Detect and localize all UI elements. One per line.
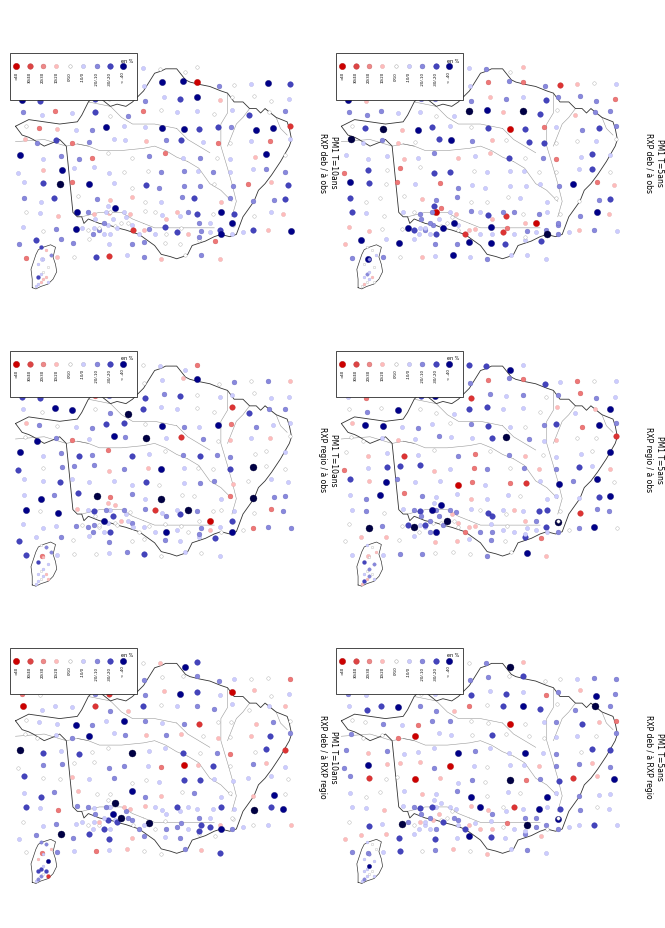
Text: 30/40: 30/40	[354, 368, 358, 380]
Text: -30/-20: -30/-20	[434, 71, 438, 86]
Text: 20/30: 20/30	[41, 71, 45, 84]
Text: -20/-10: -20/-10	[94, 368, 98, 383]
Text: >40: >40	[15, 368, 19, 377]
Text: en %: en %	[122, 355, 134, 361]
Text: -10/0: -10/0	[81, 368, 85, 379]
Bar	[336, 649, 463, 694]
Bar	[10, 649, 137, 694]
Text: PM1 T=5ans
RXP deb / à RXP regio: PM1 T=5ans RXP deb / à RXP regio	[644, 715, 664, 798]
Text: < -40: < -40	[122, 368, 126, 380]
Text: -20/-10: -20/-10	[420, 71, 424, 86]
Bar	[336, 352, 463, 397]
Bar	[336, 55, 463, 100]
Text: 0/10: 0/10	[394, 665, 398, 675]
Text: PM1 T=10ans
RXP deb / à RXP regio: PM1 T=10ans RXP deb / à RXP regio	[319, 715, 338, 798]
Text: -20/-10: -20/-10	[420, 665, 424, 680]
Text: -30/-20: -30/-20	[108, 71, 112, 86]
Text: -20/-10: -20/-10	[94, 665, 98, 680]
Text: PM1 T=10ans
RXP deb / à obs: PM1 T=10ans RXP deb / à obs	[319, 133, 338, 192]
Text: < -40: < -40	[448, 665, 452, 677]
Text: -30/-20: -30/-20	[108, 368, 112, 383]
Text: en %: en %	[448, 652, 460, 658]
Text: 20/30: 20/30	[367, 71, 371, 84]
Text: >40: >40	[15, 665, 19, 674]
Text: en %: en %	[122, 58, 134, 64]
Text: 10/20: 10/20	[55, 368, 59, 380]
Text: -10/0: -10/0	[81, 71, 85, 82]
Text: 20/30: 20/30	[41, 665, 45, 677]
Text: 10/20: 10/20	[380, 368, 384, 380]
Text: 30/40: 30/40	[354, 71, 358, 84]
Text: PM1 T=5ans
RXP regio / à obs: PM1 T=5ans RXP regio / à obs	[644, 427, 664, 492]
Text: -10/0: -10/0	[407, 368, 411, 379]
Bar	[10, 55, 137, 100]
Text: -30/-20: -30/-20	[434, 368, 438, 383]
Text: en %: en %	[448, 355, 460, 361]
Text: -20/-10: -20/-10	[420, 368, 424, 383]
Text: < -40: < -40	[122, 71, 126, 83]
Text: en %: en %	[122, 652, 134, 658]
Text: -30/-20: -30/-20	[108, 665, 112, 680]
Text: 30/40: 30/40	[28, 368, 32, 380]
Text: < -40: < -40	[448, 368, 452, 380]
Text: >40: >40	[340, 71, 344, 80]
Text: PM1 T=10ans
RXP regio / à obs: PM1 T=10ans RXP regio / à obs	[319, 427, 338, 492]
Text: 10/20: 10/20	[380, 665, 384, 677]
Text: -10/0: -10/0	[81, 665, 85, 676]
Text: 20/30: 20/30	[367, 368, 371, 380]
Text: 10/20: 10/20	[380, 71, 384, 84]
Text: 10/20: 10/20	[55, 71, 59, 84]
Bar	[10, 352, 137, 397]
Text: -30/-20: -30/-20	[434, 665, 438, 680]
Text: 30/40: 30/40	[28, 665, 32, 677]
Text: 10/20: 10/20	[55, 665, 59, 677]
Text: -10/0: -10/0	[407, 665, 411, 676]
Text: -20/-10: -20/-10	[94, 71, 98, 86]
Text: 30/40: 30/40	[354, 665, 358, 677]
Text: >40: >40	[340, 665, 344, 674]
Text: en %: en %	[448, 58, 460, 64]
Text: 20/30: 20/30	[41, 368, 45, 380]
Text: PM1 T=5ans
RXP deb / à obs: PM1 T=5ans RXP deb / à obs	[644, 133, 664, 192]
Text: >40: >40	[15, 71, 19, 80]
Text: -10/0: -10/0	[407, 71, 411, 82]
Text: < -40: < -40	[122, 665, 126, 677]
Text: 0/10: 0/10	[68, 665, 72, 675]
Text: 20/30: 20/30	[367, 665, 371, 677]
Text: 0/10: 0/10	[394, 368, 398, 378]
Text: 0/10: 0/10	[68, 71, 72, 81]
Text: 0/10: 0/10	[68, 368, 72, 378]
Text: >40: >40	[340, 368, 344, 377]
Text: 30/40: 30/40	[28, 71, 32, 84]
Text: 0/10: 0/10	[394, 71, 398, 81]
Text: < -40: < -40	[448, 71, 452, 83]
